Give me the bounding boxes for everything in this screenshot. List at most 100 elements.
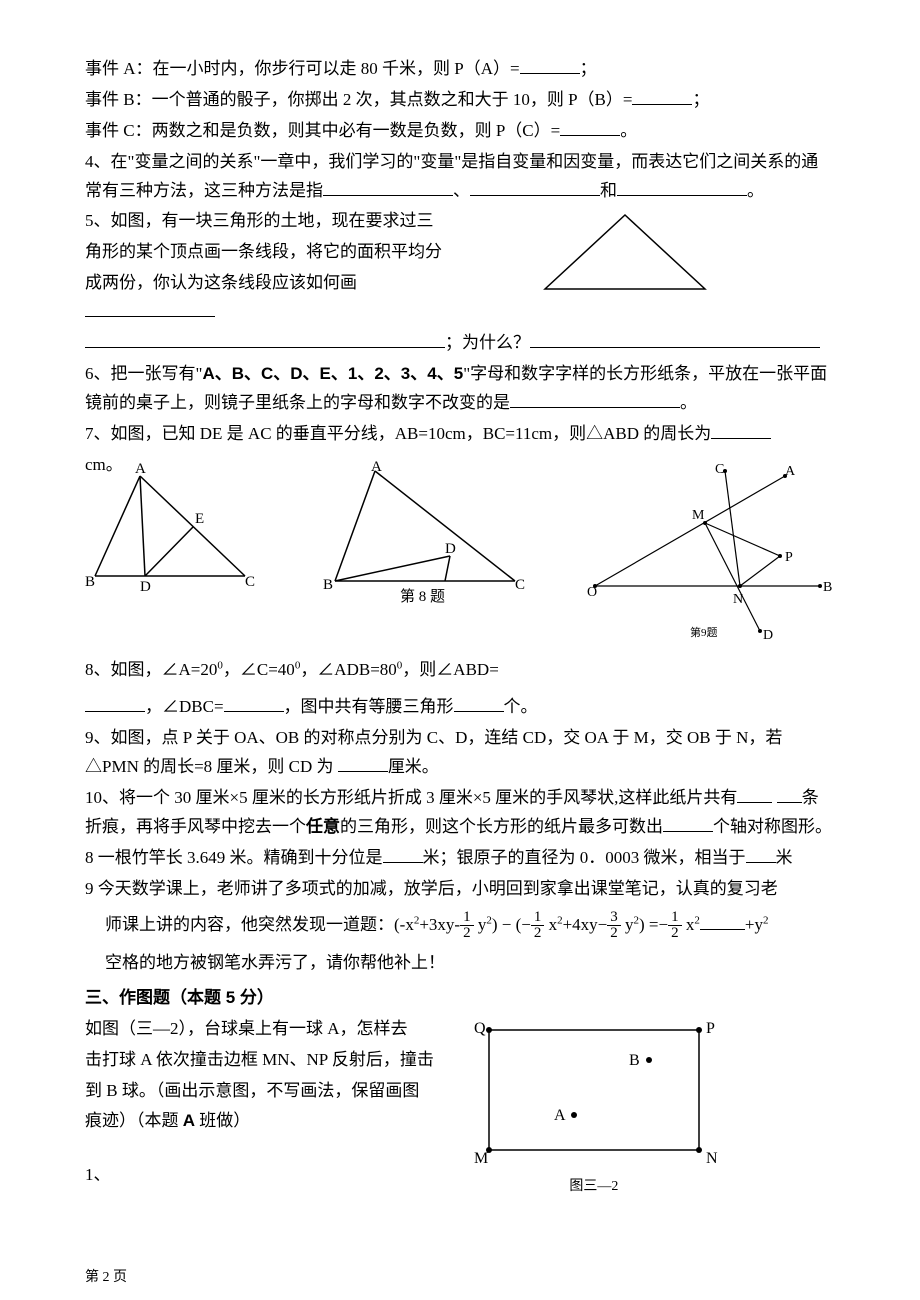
diagram-q7: A B C D E [85,461,255,641]
den: 2 [460,926,474,941]
text: +3xy- [419,915,460,934]
svg-text:C: C [715,462,724,477]
fig8-label: 第 8 题 [400,587,445,605]
q10: 10、将一个 30 厘米×5 厘米的长方形纸片折成 3 厘米×5 厘米的手风琴状… [85,784,835,842]
blank [338,754,388,772]
diagram-q8: A B C D 第 8 题 [305,461,535,641]
q9: 9、如图，点 P 关于 OA、OB 的对称点分别为 C、D，连结 CD，交 OA… [85,724,835,782]
event-b: 事件 B：一个普通的骰子，你掷出 2 次，其点数之和大于 10，则 P（B）= ； [85,86,835,115]
triangle-q5 [525,207,725,297]
den: 2 [531,926,545,941]
text: 厘米。 [388,757,439,776]
q5-row: 5、如图，有一块三角形的土地，现在要求过三 角形的某个顶点画一条线段，将它的面积… [85,207,835,329]
q5-l1: 5、如图，有一块三角形的土地，现在要求过三 [85,207,485,236]
q8: 8、如图，∠A=200，∠C=400，∠ADB=800，则∠ABD= [85,656,835,685]
blank [560,118,620,136]
num: 1 [460,910,474,926]
text: y [474,915,487,934]
q5-l2: 角形的某个顶点画一条线段，将它的面积平均分 [85,238,485,267]
q8-second: 8 一根竹竿长 3.649 米。精确到十分位是 米；银原子的直径为 0．0003 … [85,844,835,873]
blank [454,694,504,712]
svg-text:M: M [474,1150,488,1167]
blank [224,694,284,712]
svg-text:B: B [323,577,333,593]
num: 1 [668,910,682,926]
svg-text:P: P [706,1020,715,1037]
text: ，∠DBC= [145,697,224,716]
text: 10、将一个 30 厘米×5 厘米的长方形纸片折成 3 厘米×5 厘米的手风琴状… [85,788,737,807]
text: 。 [747,181,764,200]
diagram-q9: O A B C D M N P 第9题 [585,461,835,641]
svg-text:A: A [785,464,796,479]
svg-text:N: N [733,592,743,607]
svg-text:C: C [515,577,525,593]
text: ，图中共有等腰三角形 [284,697,454,716]
text: ) − (− [492,915,531,934]
page-footer: 第 2 页 [85,1266,127,1290]
text: ，∠ADB=80 [300,660,396,679]
svg-text:A: A [554,1107,566,1124]
label-e: E [195,511,204,527]
text: ，则∠ABD= [402,660,498,679]
text: x [544,915,557,934]
text: 7、如图，已知 DE 是 AC 的垂直平分线，AB=10cm，BC=11cm，则… [85,424,711,443]
blank [617,178,747,196]
blank [520,56,580,74]
q9-second-l1: 9 今天数学课上，老师讲了多项式的加减，放学后，小明回到家拿出课堂笔记，认真的复… [85,875,835,904]
blank [470,178,600,196]
q5-tail: ；为什么？ [85,329,835,358]
text: 米 [776,848,793,867]
bold-a: A [183,1111,195,1130]
text: 班做） [195,1111,250,1130]
s3-1: 1、 [85,1161,434,1190]
text: 8 一根竹竿长 3.649 米。精确到十分位是 [85,848,383,867]
text: 和 [600,181,617,200]
text-event-b: 事件 B：一个普通的骰子，你掷出 2 次，其点数之和大于 10，则 P（B）= [85,90,632,109]
blank [777,785,802,803]
num: 3 [607,910,621,926]
tail: ； [692,90,709,109]
text: ) =− [639,915,668,934]
svg-text:M: M [692,508,705,523]
text: 痕迹）（本题 [85,1111,183,1130]
svg-text:B: B [629,1052,640,1069]
den: 2 [668,926,682,941]
text-event-c: 事件 C：两数之和是负数，则其中必有一数是负数，则 P（C）= [85,121,560,140]
label-b: B [85,574,95,590]
q9-second-l3: 空格的地方被钢笔水弄污了，请你帮他补上！ [85,949,835,978]
text: 米；银原子的直径为 0．0003 微米，相当于 [423,848,746,867]
q7: 7、如图，已知 DE 是 AC 的垂直平分线，AB=10cm，BC=11cm，则… [85,420,835,449]
text: 成两份，你认为这条线段应该如何画 [85,273,357,292]
q4: 4、在"变量之间的关系"一章中，我们学习的"变量"是指自变量和因变量，而表达它们… [85,148,835,206]
blank [85,694,145,712]
svg-text:O: O [587,585,597,600]
diagram-row: A B C D E A B C D 第 8 题 [85,461,835,641]
blank [632,87,692,105]
fig3-label: 图三—2 [464,1175,724,1199]
bold-text: 任意 [306,817,340,836]
q8b: ，∠DBC=，图中共有等腰三角形个。 [85,693,835,722]
text: +4xy− [563,915,608,934]
text: 6、把一张写有" [85,364,202,383]
text: 个轴对称图形。 [713,817,832,836]
letters: A、B、C、D、E、1、2、3、4、5 [202,364,463,383]
text: +y [745,915,763,934]
den: 2 [607,926,621,941]
svg-text:P: P [785,550,793,565]
blank [700,912,745,930]
svg-text:N: N [706,1150,718,1167]
s3-l4: 痕迹）（本题 A 班做） [85,1107,434,1136]
section3-title: 三、作图题（本题 5 分） [85,984,835,1013]
blank [85,330,445,348]
s3-l1: 如图（三—2），台球桌上有一球 A，怎样去 [85,1015,434,1044]
fig9-label: 第9题 [690,625,718,639]
event-a: 事件 A：在一小时内，你步行可以走 80 千米，则 P（A）=； [85,55,835,84]
text: 的三角形，则这个长方形的纸片最多可数出 [340,817,663,836]
svg-text:D: D [445,541,456,557]
q5-l3: 成两份，你认为这条线段应该如何画 [85,269,485,327]
text: 8、如图，∠A=20 [85,660,217,679]
blank [323,178,453,196]
label-d: D [140,579,151,591]
text: 师课上讲的内容，他突然发现一道题：(-x [105,915,414,934]
blank [85,299,215,317]
